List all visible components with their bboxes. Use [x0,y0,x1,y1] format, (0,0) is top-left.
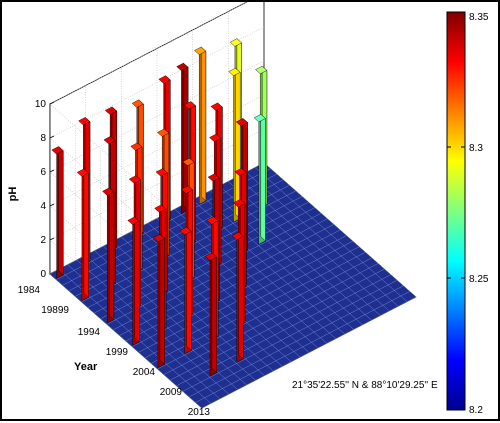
bar-top-face [229,38,242,47]
bar-20-6 [231,231,244,363]
z-tick-mark [49,237,55,241]
z-tick-mark [49,101,55,105]
bar-top-face [194,46,207,55]
colorbar: 8.35 8.3 8.25 8.2 [446,11,489,416]
bar-top-face [152,233,165,243]
bar-top-face [154,204,167,213]
year-tick-1999: 1999 [106,347,129,358]
bar-16-0 [152,233,165,368]
bar-side-face [108,187,115,320]
bar-top-face [207,173,220,182]
bar-8-17 [253,113,266,245]
bar-top-face [180,185,194,194]
bar-top-face [235,118,249,127]
bar-side-face [211,252,217,374]
bar-top-face [131,99,144,108]
z-tick-10: 10 [35,99,47,110]
bar-top-face [234,167,247,177]
bar-0-16 [194,46,207,205]
bar-top-face [127,216,140,225]
floor-gridline [228,181,381,316]
bar-12-0 [127,216,140,346]
bar-16-3 [179,226,192,355]
bar-top-face [204,252,218,261]
bar-top-face [231,231,244,241]
bar-8-0 [102,187,115,324]
bar-top-face [233,199,246,208]
year-tick-2004: 2004 [133,367,156,378]
z-tick-8: 8 [40,133,46,144]
year-tick-2013: 2013 [188,407,211,418]
bar-top-face [206,216,219,225]
bar-top-face [176,62,189,72]
z-ticks: 0 2 4 6 8 10 [35,99,47,280]
bar-top-face [157,128,170,137]
bar-top-face [253,114,266,123]
floor-gridline [246,172,399,307]
bar-top-face [179,226,192,236]
bar-top-face [102,187,115,196]
floor-gridline [254,167,408,302]
colorbar-tick-8-2: 8.2 [469,405,483,416]
colorbar-tick-8-25: 8.25 [469,274,489,285]
bar-top-face [128,175,142,184]
bar-side-face [58,146,64,276]
bar-top-face [103,136,116,145]
year-tick-19899: 19899 [41,305,69,316]
bar-top-face [210,102,223,111]
bar-side-face [134,216,140,343]
bar-side-face [186,226,192,351]
bar-side-face [200,46,207,202]
bars-group [51,38,268,377]
bar-20-3 [204,252,218,377]
x-axis-label: 21°35'22.55'' N & 88°10'29.25'' E [292,380,438,391]
year-ticks: 1984 19899 1994 1999 2004 2009 2013 [18,285,211,418]
z-tick-2: 2 [40,235,46,246]
colorbar-gradient [446,11,466,411]
bar-top-face [51,146,64,155]
colorbar-tick-8-35: 8.35 [469,12,489,23]
bar-top-face [228,67,241,77]
bar-top-face [155,168,168,177]
year-tick-1984: 1984 [18,285,41,296]
bar-side-face [83,168,89,298]
z-tick-4: 4 [40,201,46,212]
floor-gridline [189,285,404,398]
z-tick-0: 0 [40,269,46,280]
bar-top-face [182,157,195,166]
bar-top-face [78,117,91,126]
year-tick-1994: 1994 [78,327,101,338]
colorbar-tick-8-3: 8.3 [469,143,483,154]
year-axis-label: Year [74,361,98,373]
floor-gridline [201,296,417,409]
bar-top-face [255,65,268,75]
bar-top-face [158,75,171,84]
bar-top-face [130,142,143,151]
floor-gridline [182,280,398,392]
z-tick-mark [49,203,55,207]
bar-side-face [238,231,244,360]
floor-gridline [195,291,410,403]
bar-side-face [260,113,266,242]
bar-side-face [159,233,165,365]
floor-gridline [263,162,417,298]
z-tick-mark [49,169,55,173]
z-tick-6: 6 [40,167,46,178]
bar-0-0 [51,146,64,279]
bar-top-face [209,133,222,142]
z-tick-mark [49,135,55,139]
bar-4-0 [76,168,89,301]
bar-top-face [183,101,196,110]
bar-top-face [76,168,89,177]
year-tick-2009: 2009 [160,387,183,398]
z-axis-label: pH [7,187,19,202]
wall-gridline [49,2,248,105]
bar-top-face [104,106,118,115]
